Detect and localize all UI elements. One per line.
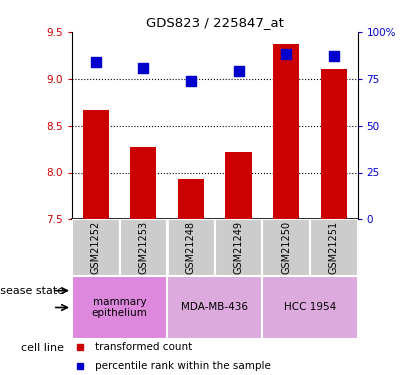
Bar [167, 219, 215, 276]
Point [92, 59, 99, 65]
Bar [72, 276, 167, 339]
Point [188, 78, 194, 84]
Text: GSM21250: GSM21250 [281, 221, 291, 274]
Point [140, 64, 147, 70]
Bar [262, 276, 358, 339]
Text: cancer: cancer [243, 286, 281, 296]
Bar [262, 219, 310, 276]
Text: mammary
epithelium: mammary epithelium [92, 297, 148, 318]
Text: MDA-MB-436: MDA-MB-436 [181, 303, 248, 312]
Bar [321, 69, 347, 219]
Bar [72, 219, 120, 276]
Bar [226, 152, 252, 219]
Text: normal: normal [100, 286, 139, 296]
Text: GSM21251: GSM21251 [329, 221, 339, 274]
Bar [215, 219, 262, 276]
Text: transformed count: transformed count [95, 342, 192, 352]
Bar [72, 276, 167, 306]
Title: GDS823 / 225847_at: GDS823 / 225847_at [146, 16, 284, 29]
Text: GSM21253: GSM21253 [139, 221, 148, 274]
Text: percentile rank within the sample: percentile rank within the sample [95, 361, 271, 371]
Point [330, 53, 337, 59]
Bar [130, 147, 157, 219]
Text: GSM21248: GSM21248 [186, 221, 196, 274]
Bar [167, 276, 358, 306]
Bar [120, 219, 167, 276]
Point [283, 51, 289, 57]
Point [235, 68, 242, 74]
Bar [310, 219, 358, 276]
Text: cell line: cell line [21, 343, 64, 353]
Text: HCC 1954: HCC 1954 [284, 303, 336, 312]
Text: GSM21249: GSM21249 [233, 221, 244, 274]
Text: GSM21252: GSM21252 [91, 221, 101, 274]
Text: disease state: disease state [0, 286, 64, 296]
Bar [178, 179, 204, 219]
Bar [167, 276, 262, 339]
Bar [273, 44, 299, 219]
Bar [83, 110, 109, 219]
